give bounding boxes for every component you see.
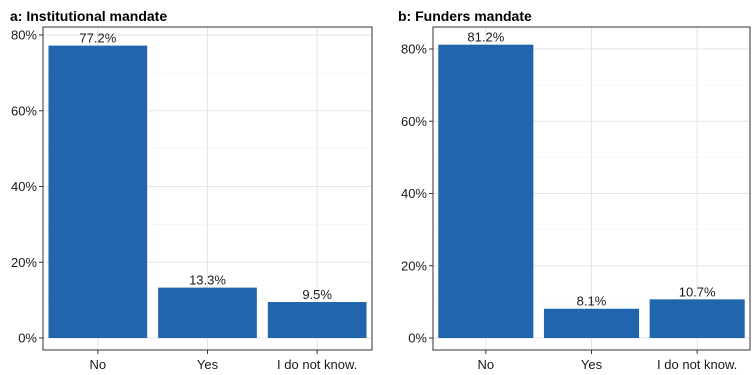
- y-tick-label: 0%: [408, 331, 427, 346]
- x-tick-label: No: [478, 357, 495, 372]
- y-tick-label: 60%: [401, 114, 427, 129]
- x-tick-label: I do not know.: [657, 357, 737, 372]
- panel-title: a: Institutional mandate: [10, 8, 167, 24]
- x-tick-label: Yes: [581, 357, 603, 372]
- y-tick-label: 80%: [11, 28, 37, 43]
- bar-no: [438, 44, 534, 338]
- value-label: 8.1%: [577, 294, 607, 309]
- panel-funders-mandate: b: Funders mandate 81.2% 8.1% 10.7% 0% 20% 40…: [398, 8, 751, 372]
- y-tick-label: 40%: [401, 186, 427, 201]
- bar-yes: [543, 308, 640, 338]
- value-label: 81.2%: [467, 30, 504, 45]
- value-label: 77.2%: [79, 31, 116, 46]
- y-tick-label: 80%: [401, 42, 427, 57]
- x-tick-label: No: [90, 357, 107, 372]
- value-label: 10.7%: [679, 284, 716, 299]
- panel-institutional-mandate: a: Institutional mandate 77.2% 13.3% 9.5% 0…: [10, 8, 373, 372]
- y-tick-label: 0%: [18, 331, 37, 346]
- value-label: 9.5%: [302, 287, 332, 302]
- bar-i-do-not-know: [267, 302, 367, 338]
- panel-title: b: Funders mandate: [398, 8, 532, 24]
- x-tick-label: I do not know.: [277, 357, 357, 372]
- y-tick-label: 40%: [11, 179, 37, 194]
- bar-yes: [158, 287, 257, 338]
- bar-i-do-not-know: [649, 299, 745, 338]
- bar-no: [48, 45, 148, 338]
- y-tick-label: 60%: [11, 103, 37, 118]
- y-tick-label: 20%: [401, 258, 427, 273]
- x-tick-label: Yes: [197, 357, 219, 372]
- y-tick-label: 20%: [11, 255, 37, 270]
- value-label: 13.3%: [189, 273, 226, 288]
